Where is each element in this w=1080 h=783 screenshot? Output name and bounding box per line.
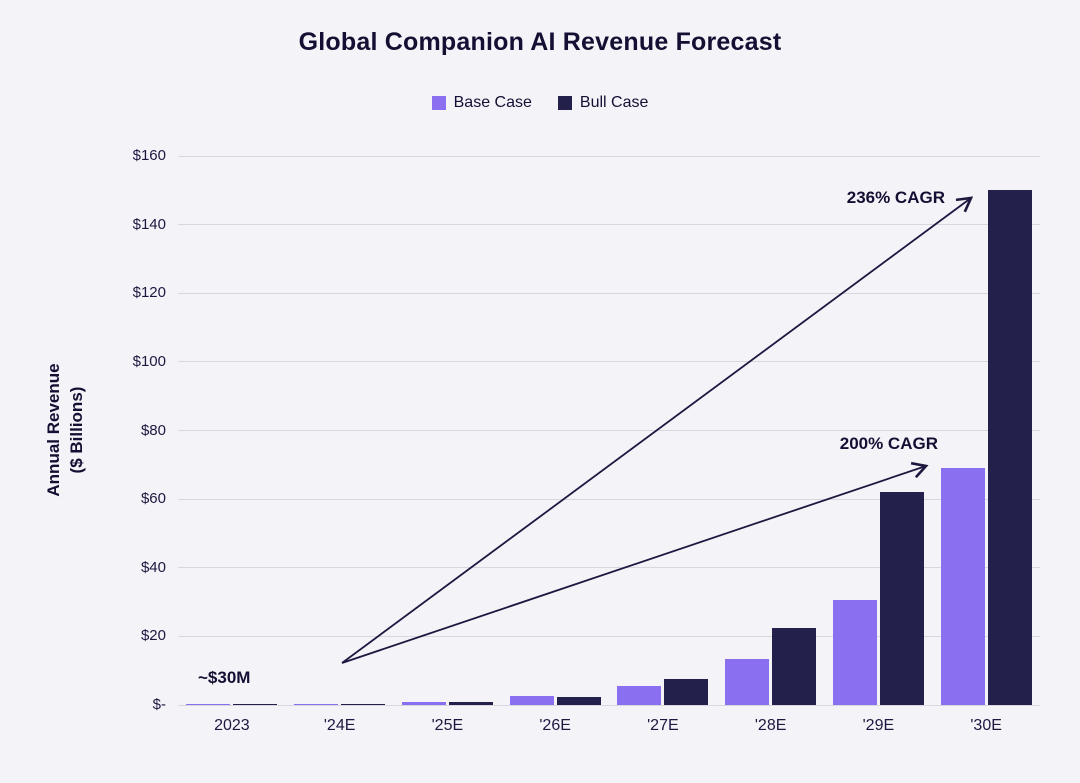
bar-base-case-2 <box>401 701 446 705</box>
bar-base-case-6 <box>832 600 877 705</box>
x-tick-label-6: '29E <box>862 717 895 734</box>
legend: Base Case Bull Case <box>0 94 1080 112</box>
y-axis-title-line1: Annual Revenue <box>44 363 64 497</box>
legend-item-base-case: Base Case <box>431 94 532 112</box>
y-tick-label-60: $60 <box>140 490 166 508</box>
annotation-start-note: ~$30M <box>198 668 251 687</box>
bar-bull-case-2 <box>448 701 493 705</box>
legend-label-bull-case: Bull Case <box>579 94 649 111</box>
annotation-base-cagr: 200% CAGR <box>839 434 938 453</box>
bar-base-case-1 <box>294 704 339 705</box>
x-tick-label-0: 2023 <box>214 717 250 734</box>
gridline-160 <box>178 155 1040 157</box>
bar-base-case-3 <box>509 696 554 705</box>
bar-bull-case-5 <box>772 627 817 705</box>
x-tick-label-7: '30E <box>970 717 1002 734</box>
x-tick-label-5: '28E <box>754 717 787 734</box>
y-axis-title-line2: ($ Billions) <box>67 386 86 474</box>
y-tick-label-0: $- <box>152 696 166 713</box>
x-tick-label-1: '24E <box>323 717 356 734</box>
legend-swatch-base-case <box>431 96 446 110</box>
y-tick-label-80: $80 <box>140 421 166 439</box>
gridline-0 <box>178 704 1040 706</box>
bar-bull-case-0 <box>233 704 278 705</box>
y-tick-label-20: $20 <box>140 627 166 645</box>
legend-label-base-case: Base Case <box>453 94 532 111</box>
gridline-100 <box>178 361 1040 363</box>
chart-title: Global Companion AI Revenue Forecast <box>298 28 782 56</box>
y-tick-label-140: $140 <box>132 215 166 233</box>
bar-bull-case-4 <box>664 679 709 705</box>
x-tick-label-4: '27E <box>647 717 679 734</box>
bar-bull-case-7 <box>987 190 1032 705</box>
y-axis-title: Annual Revenue ($ Billions) <box>43 363 89 496</box>
gridline-120 <box>178 292 1040 294</box>
y-tick-label-100: $100 <box>132 352 166 370</box>
annotation-bull-cagr: 236% CAGR <box>846 188 945 207</box>
y-tick-label-120: $120 <box>132 284 166 302</box>
bar-bull-case-3 <box>556 697 601 705</box>
bar-base-case-7 <box>940 468 985 705</box>
y-tick-label-40: $40 <box>140 558 166 576</box>
x-tick-label-3: '26E <box>539 717 571 734</box>
x-tick-label-2: '25E <box>431 717 464 734</box>
bar-bull-case-1 <box>341 704 386 705</box>
legend-swatch-bull-case <box>557 96 572 110</box>
bar-base-case-0 <box>186 704 231 705</box>
gridline-80 <box>178 430 1040 431</box>
y-tick-label-160: $160 <box>132 147 166 164</box>
bar-base-case-5 <box>725 658 770 705</box>
bar-base-case-4 <box>617 686 662 705</box>
bar-bull-case-6 <box>879 492 924 705</box>
legend-item-bull-case: Bull Case <box>557 94 649 112</box>
gridline-140 <box>178 224 1040 226</box>
